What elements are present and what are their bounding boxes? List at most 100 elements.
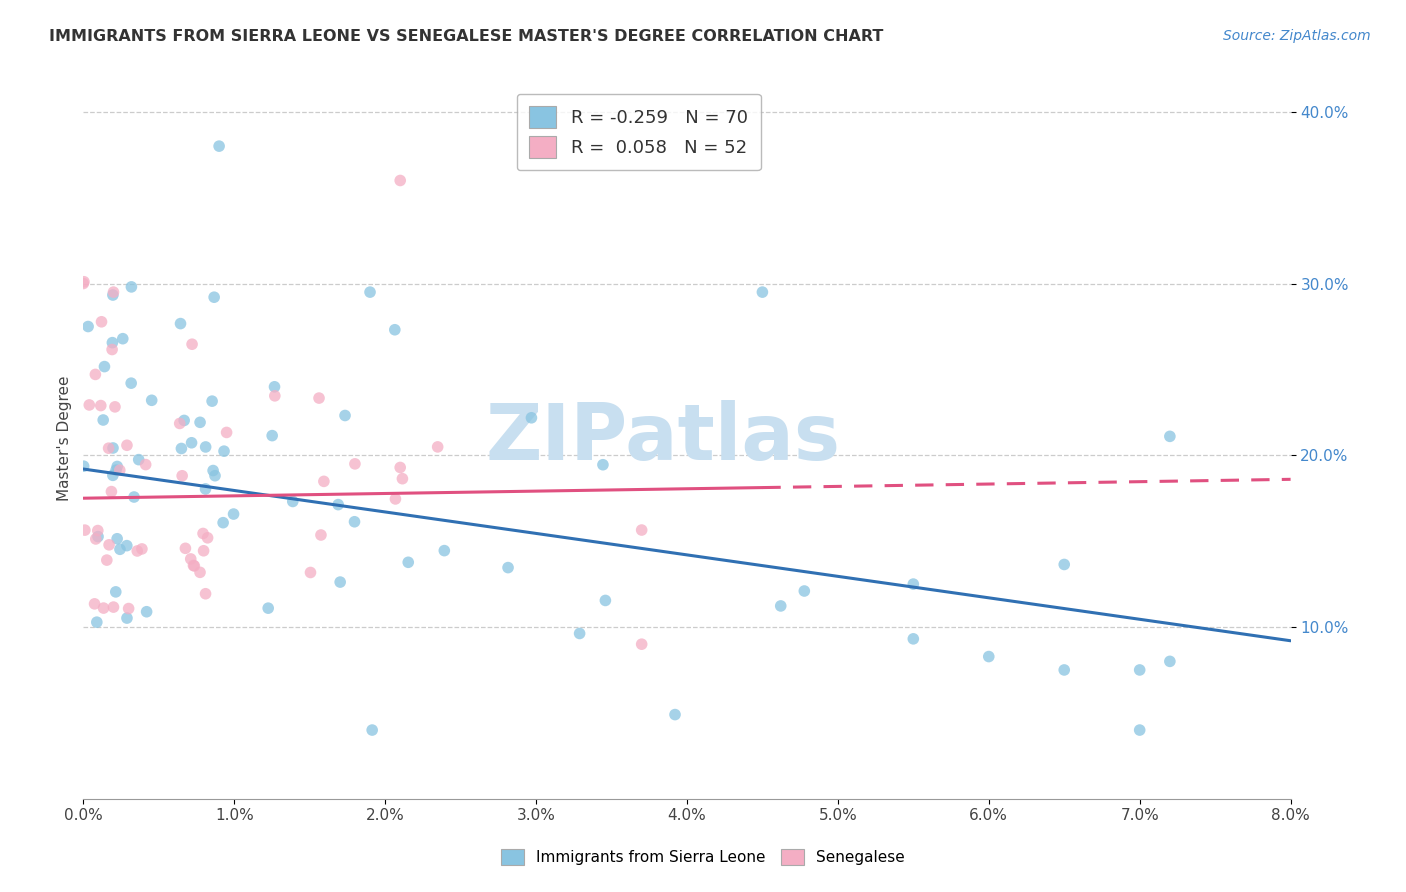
Point [115, 611, 138, 625]
Point [568, 626, 591, 640]
Point [83, 597, 105, 611]
Point [115, 438, 138, 452]
Point [1129, 723, 1152, 737]
Legend: R = -0.259   N = 70, R =  0.058   N = 52: R = -0.259 N = 70, R = 0.058 N = 52 [517, 94, 761, 170]
Point [384, 491, 406, 506]
Point [204, 468, 226, 483]
Point [117, 601, 139, 615]
Point [104, 400, 127, 414]
Point [903, 632, 925, 646]
Point [1053, 558, 1076, 572]
Point [329, 575, 352, 590]
Point [389, 173, 412, 187]
Point [202, 464, 225, 478]
Point [1129, 663, 1152, 677]
Point [180, 435, 202, 450]
Point [120, 376, 142, 391]
Point [128, 452, 150, 467]
Point [193, 543, 215, 558]
Point [201, 394, 224, 409]
Point [101, 335, 124, 350]
Point [299, 566, 322, 580]
Point [333, 409, 356, 423]
Point [169, 417, 191, 431]
Point [169, 317, 191, 331]
Point [87, 530, 110, 544]
Point [212, 516, 235, 530]
Point [751, 285, 773, 299]
Point [197, 531, 219, 545]
Point [91, 413, 114, 427]
Point [194, 482, 217, 496]
Point [105, 459, 128, 474]
Point [630, 637, 652, 651]
Point [127, 544, 149, 558]
Point [1159, 429, 1181, 443]
Point [84, 368, 107, 382]
Point [1053, 663, 1076, 677]
Point [104, 585, 127, 599]
Point [101, 441, 124, 455]
Point [103, 285, 125, 299]
Point [208, 139, 231, 153]
Point [183, 558, 205, 573]
Point [93, 601, 115, 615]
Point [977, 649, 1000, 664]
Point [72, 277, 94, 291]
Point [87, 524, 110, 538]
Point [105, 532, 128, 546]
Point [202, 290, 225, 304]
Point [73, 275, 96, 289]
Point [222, 507, 245, 521]
Legend: Immigrants from Sierra Leone, Senegalese: Immigrants from Sierra Leone, Senegalese [495, 843, 911, 871]
Point [90, 399, 112, 413]
Point [212, 444, 235, 458]
Point [1159, 654, 1181, 668]
Point [101, 468, 124, 483]
Point [120, 280, 142, 294]
Y-axis label: Master's Degree: Master's Degree [58, 376, 72, 500]
Point [141, 393, 163, 408]
Point [384, 323, 406, 337]
Point [105, 463, 128, 477]
Point [181, 337, 204, 351]
Point [592, 458, 614, 472]
Text: ZIPatlas: ZIPatlas [485, 401, 841, 476]
Point [131, 541, 153, 556]
Point [215, 425, 238, 440]
Point [396, 555, 419, 569]
Point [96, 553, 118, 567]
Point [263, 380, 285, 394]
Point [100, 484, 122, 499]
Point [359, 285, 381, 299]
Point [595, 593, 617, 607]
Point [111, 332, 134, 346]
Point [194, 587, 217, 601]
Point [108, 463, 131, 477]
Point [257, 601, 280, 615]
Point [343, 457, 366, 471]
Point [79, 398, 101, 412]
Point [793, 584, 815, 599]
Point [188, 415, 211, 429]
Text: Source: ZipAtlas.com: Source: ZipAtlas.com [1223, 29, 1371, 43]
Point [97, 441, 120, 455]
Point [101, 343, 124, 357]
Point [309, 528, 332, 542]
Point [90, 315, 112, 329]
Text: IMMIGRANTS FROM SIERRA LEONE VS SENEGALESE MASTER'S DEGREE CORRELATION CHART: IMMIGRANTS FROM SIERRA LEONE VS SENEGALE… [49, 29, 883, 44]
Point [115, 539, 138, 553]
Point [180, 552, 202, 566]
Point [170, 442, 193, 456]
Point [172, 468, 194, 483]
Point [93, 359, 115, 374]
Point [328, 498, 350, 512]
Point [308, 391, 330, 405]
Point [77, 319, 100, 334]
Point [496, 560, 519, 574]
Point [389, 460, 412, 475]
Point [630, 523, 652, 537]
Point [135, 605, 157, 619]
Point [103, 600, 125, 615]
Point [188, 566, 211, 580]
